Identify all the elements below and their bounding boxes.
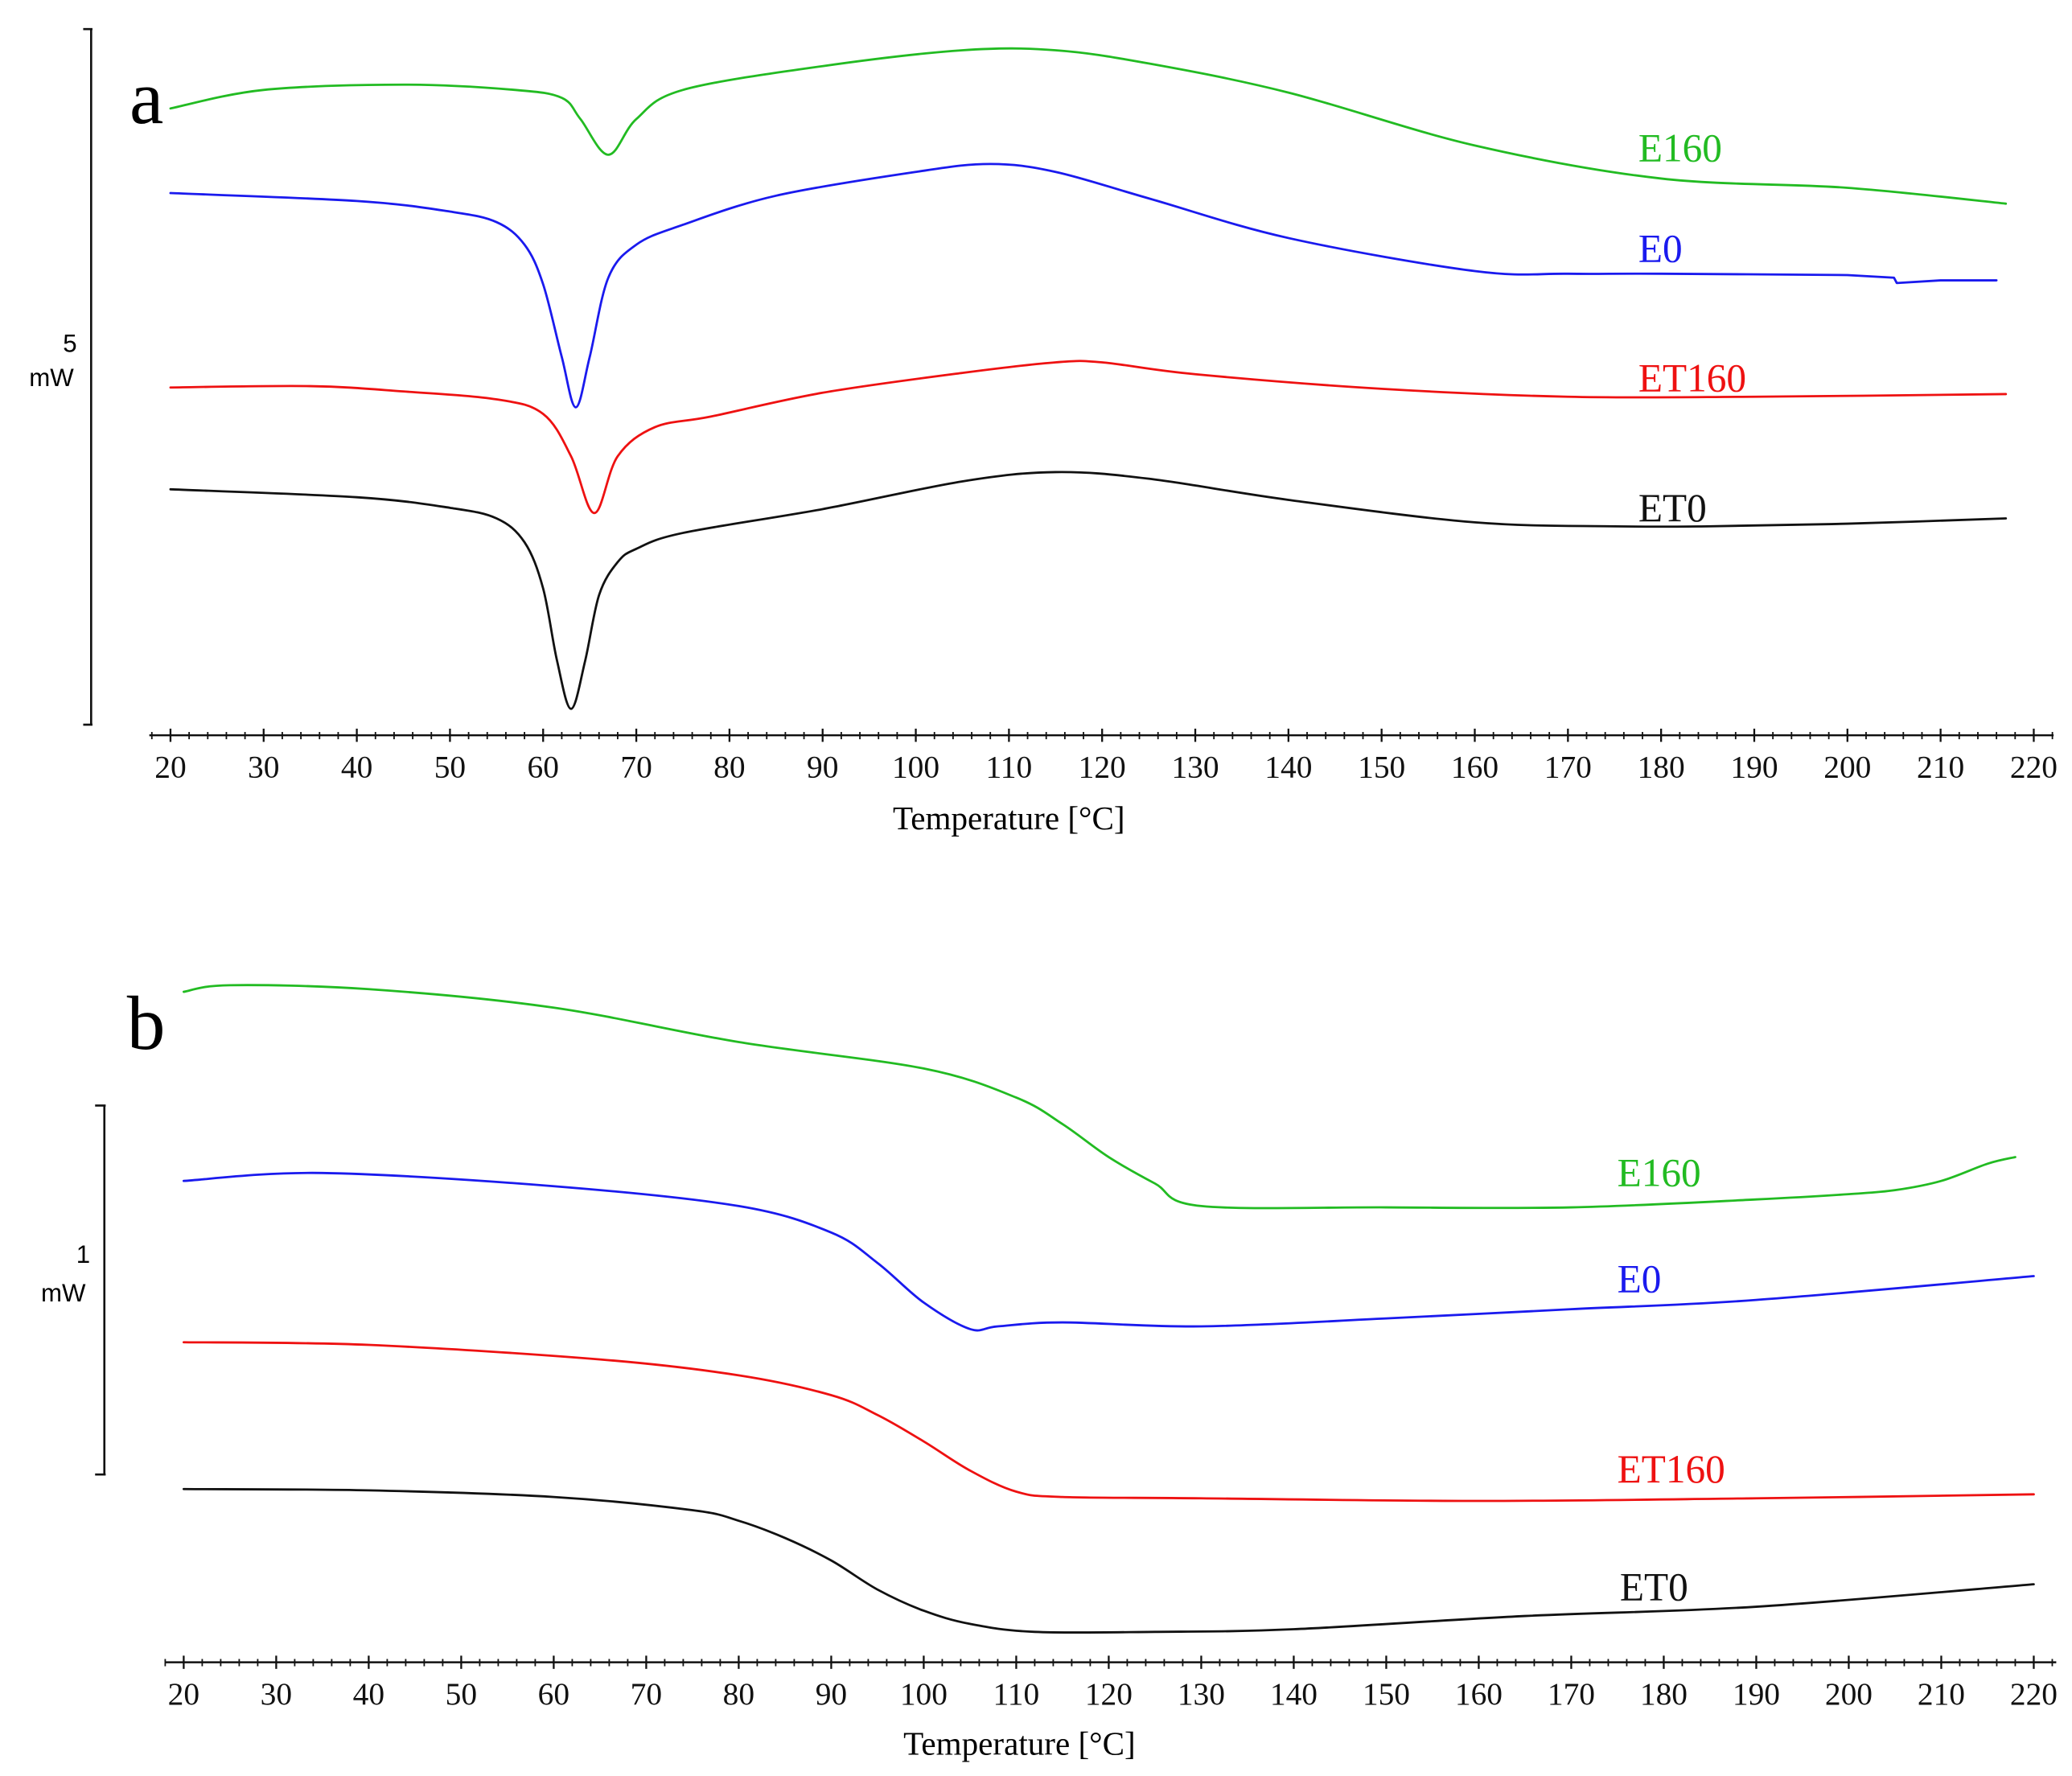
panel-b-x-tick-label: 150 [1363,1676,1410,1712]
panel-a-x-tick-label: 170 [1544,750,1592,785]
panel-a-x-tick-label: 190 [1730,750,1778,785]
panel-a-series-label-e0: E0 [1638,227,1683,271]
panel-a-x-tick-label: 90 [807,750,838,785]
panel-b-curves [182,984,2035,1634]
panel-b-x-tick-label: 160 [1455,1676,1503,1712]
panel-b-x-tick-label: 100 [900,1676,948,1712]
panel-b-x-tick-label: 130 [1178,1676,1225,1712]
panel-b-x-tick-label: 120 [1085,1676,1133,1712]
panel-a-label: a [130,55,163,140]
panel-b-x-tick-label: 30 [261,1676,292,1712]
panel-b-curve-et0 [182,1487,2035,1634]
panel-b-x-tick-label: 70 [631,1676,662,1712]
panel-a-x-tick-label: 20 [154,750,186,785]
panel-a-x-tick-label: 30 [248,750,279,785]
panel-a-x-tick-label: 110 [986,750,1033,785]
panel-a-curve-et0 [169,471,2008,710]
panel-b-x-tick-label: 220 [2010,1676,2058,1712]
panel-a-x-tick-label: 160 [1451,750,1498,785]
panel-b-scale-value: 1 [76,1240,90,1268]
panel-a-x-tick-label: 180 [1638,750,1685,785]
panel-b-curve-e0 [182,1171,2035,1332]
panel-b-x-tick-label: 190 [1733,1676,1780,1712]
panel-b-x-tick-label: 50 [446,1676,477,1712]
panel-a-series-label-et160: ET160 [1638,356,1746,401]
panel-a-x-tick-label: 80 [713,750,745,785]
panel-a-x-tick-label: 70 [620,750,652,785]
panel-a-x-tick-label: 210 [1917,750,1964,785]
panel-b-x-tick-label: 210 [1918,1676,1965,1712]
panel-a-series-labels: E160 E0 ET160 ET0 [1638,126,1746,530]
panel-a-curve-e160 [169,47,2008,205]
panel-a-x-tick-label: 120 [1079,750,1126,785]
panel-a-curve-e0 [169,162,1998,409]
panel-b-series-label-e0: E0 [1618,1256,1662,1301]
panel-a-x-tick-label: 200 [1823,750,1871,785]
panel-a-x-tick-label: 140 [1264,750,1312,785]
panel-b-x-tick-label: 80 [723,1676,754,1712]
panel-b: b 1 mW E160 E0 ET160 ET0 20 30 40 50 60 70 80 90 10… [41,980,2058,1762]
panel-a-curves [169,47,2008,710]
panel-a: a 5 mW E160 E0 ET160 ET0 20 30 40 50 60 70 80 90 10… [29,27,2058,837]
panel-a-x-tick-label: 40 [341,750,372,785]
panel-b-series-label-e160: E160 [1618,1151,1701,1195]
panel-b-x-tick-label: 110 [993,1676,1040,1712]
panel-a-series-label-et0: ET0 [1638,486,1707,530]
panel-b-x-tick-label: 40 [353,1676,384,1712]
panel-b-x-axis-title: Temperature [°C] [903,1725,1136,1762]
panel-a-scale-bar: 5 mW [29,27,92,726]
panel-a-x-tick-label: 100 [892,750,939,785]
panel-a-x-axis-title: Temperature [°C] [893,800,1125,837]
panel-a-curve-et160 [169,360,2008,515]
panel-b-x-tick-label: 90 [816,1676,847,1712]
panel-b-x-tick-label: 60 [538,1676,569,1712]
panel-a-x-tick-label: 130 [1171,750,1219,785]
panel-b-x-tick-label: 20 [168,1676,199,1712]
panel-b-x-axis: 20 30 40 50 60 70 80 90 100 110 120 130 140 150 160 170… [164,1655,2058,1712]
panel-a-x-tick-label: 150 [1358,750,1405,785]
panel-b-x-tick-label: 170 [1548,1676,1595,1712]
panel-b-curve-et160 [182,1341,2035,1503]
panel-a-x-tick-label: 220 [2010,750,2058,785]
panel-b-series-label-et0: ET0 [1620,1564,1688,1609]
panel-b-x-tick-label: 140 [1270,1676,1318,1712]
panel-b-x-tick-label: 180 [1640,1676,1688,1712]
panel-a-series-label-e160: E160 [1638,126,1722,171]
panel-a-x-tick-label: 50 [434,750,466,785]
panel-b-curve-e160 [182,984,2016,1210]
panel-b-label: b [127,980,166,1066]
panel-b-series-labels: E160 E0 ET160 ET0 [1618,1151,1725,1610]
panel-b-x-tick-label: 200 [1825,1676,1873,1712]
panel-a-x-axis: 20 30 40 50 60 70 80 90 100 110 120 130 140 150 160 170… [149,728,2058,785]
panel-a-x-tick-label: 60 [528,750,559,785]
panel-a-scale-unit: mW [29,364,74,392]
panel-b-scale-bar: 1 mW [41,1104,106,1476]
panel-b-scale-unit: mW [41,1279,86,1307]
panel-a-scale-value: 5 [63,329,76,357]
panel-b-series-label-et160: ET160 [1618,1447,1725,1491]
